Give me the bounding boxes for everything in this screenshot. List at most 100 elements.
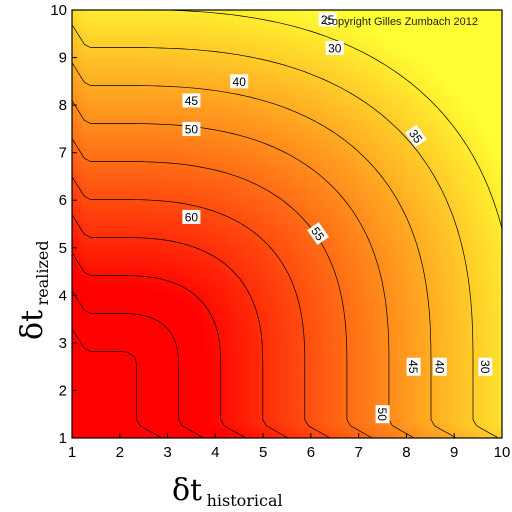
heat-cell <box>148 233 154 239</box>
heat-cell <box>153 157 159 163</box>
heat-cell <box>334 224 341 230</box>
heat-cell <box>287 62 293 68</box>
heat-cell <box>148 304 154 311</box>
heat-cell <box>220 385 226 392</box>
heat-cell <box>248 243 255 249</box>
heat-cell <box>272 204 279 211</box>
heat-cell <box>301 43 307 49</box>
heat-cell <box>91 366 97 373</box>
heat-cell <box>162 342 169 349</box>
heat-cell <box>325 176 331 182</box>
heat-cell <box>267 323 274 330</box>
heat-cell <box>224 24 231 30</box>
heat-cell <box>115 171 121 178</box>
heat-cell <box>253 95 259 101</box>
heat-cell <box>143 90 150 97</box>
heat-cell <box>282 342 288 349</box>
heat-cell <box>205 14 212 21</box>
heat-cell <box>138 371 145 377</box>
heat-cell <box>224 333 231 339</box>
heat-cell <box>334 204 341 211</box>
heat-cell <box>196 361 202 368</box>
heat-cell <box>172 328 178 334</box>
heat-cell <box>234 385 240 392</box>
heat-cell <box>177 219 183 225</box>
heat-cell <box>325 195 331 201</box>
heat-cell <box>210 181 216 187</box>
heat-cell <box>220 247 226 254</box>
heat-cell <box>186 143 193 149</box>
heat-cell <box>158 57 164 63</box>
heat-cell <box>143 281 150 287</box>
heat-cell <box>158 95 164 101</box>
heat-cell <box>167 295 173 301</box>
heat-cell <box>301 190 307 197</box>
heat-cell <box>115 48 121 54</box>
heat-cell <box>95 371 102 377</box>
heat-cell <box>172 262 178 268</box>
heat-cell <box>186 295 193 301</box>
heat-cell <box>210 266 216 273</box>
heat-cell <box>91 86 97 92</box>
heat-cell <box>105 418 111 425</box>
heat-cell <box>215 124 221 130</box>
heat-cell <box>239 105 245 111</box>
heat-cell <box>134 105 140 111</box>
heat-cell <box>330 62 336 68</box>
heat-cell <box>105 29 111 35</box>
heat-cell <box>291 347 298 353</box>
heat-cell <box>172 71 178 78</box>
heat-cell <box>220 124 226 130</box>
heat-cell <box>263 181 269 187</box>
heat-cell <box>220 423 226 430</box>
heat-cell <box>282 285 288 292</box>
heat-cell <box>301 342 307 349</box>
heat-cell <box>215 328 221 334</box>
heat-cell <box>191 185 197 192</box>
heat-cell <box>244 181 250 187</box>
heat-cell <box>210 105 216 111</box>
heat-cell <box>119 24 126 30</box>
heat-cell <box>177 109 183 116</box>
heat-cell <box>310 52 317 59</box>
heat-cell <box>310 19 317 25</box>
heat-cell <box>296 423 302 430</box>
heat-cell <box>134 114 140 120</box>
heat-cell <box>272 276 279 282</box>
heat-cell <box>277 214 283 220</box>
heat-cell <box>134 14 140 21</box>
heat-cell <box>272 319 279 325</box>
heat-cell <box>301 209 307 216</box>
heat-cell <box>86 81 92 87</box>
heat-cell <box>100 395 107 401</box>
heat-cell <box>86 48 92 54</box>
heat-cell <box>306 171 312 178</box>
heat-cell <box>177 233 183 239</box>
heat-cell <box>81 395 87 401</box>
heat-cell <box>325 290 331 296</box>
heat-cell <box>115 152 121 159</box>
heat-cell <box>148 271 154 277</box>
heat-cell <box>277 81 283 87</box>
heat-cell <box>167 333 173 339</box>
heat-cell <box>263 266 269 273</box>
heat-cell <box>196 52 202 59</box>
heat-cell <box>191 162 197 168</box>
heat-cell <box>162 309 169 315</box>
heat-cell <box>291 162 298 168</box>
heat-cell <box>296 19 302 25</box>
heat-cell <box>239 352 245 358</box>
heat-cell <box>263 157 269 163</box>
heat-cell <box>148 300 154 306</box>
heat-cell <box>301 171 307 178</box>
heat-cell <box>167 376 173 382</box>
heat-cell <box>196 323 202 330</box>
heat-cell <box>258 166 264 173</box>
heat-cell <box>91 190 97 197</box>
heat-cell <box>110 176 116 182</box>
heat-cell <box>124 57 130 63</box>
heat-cell <box>310 290 317 296</box>
heat-cell <box>172 200 178 206</box>
heat-cell <box>105 238 111 244</box>
heat-cell <box>201 24 207 30</box>
